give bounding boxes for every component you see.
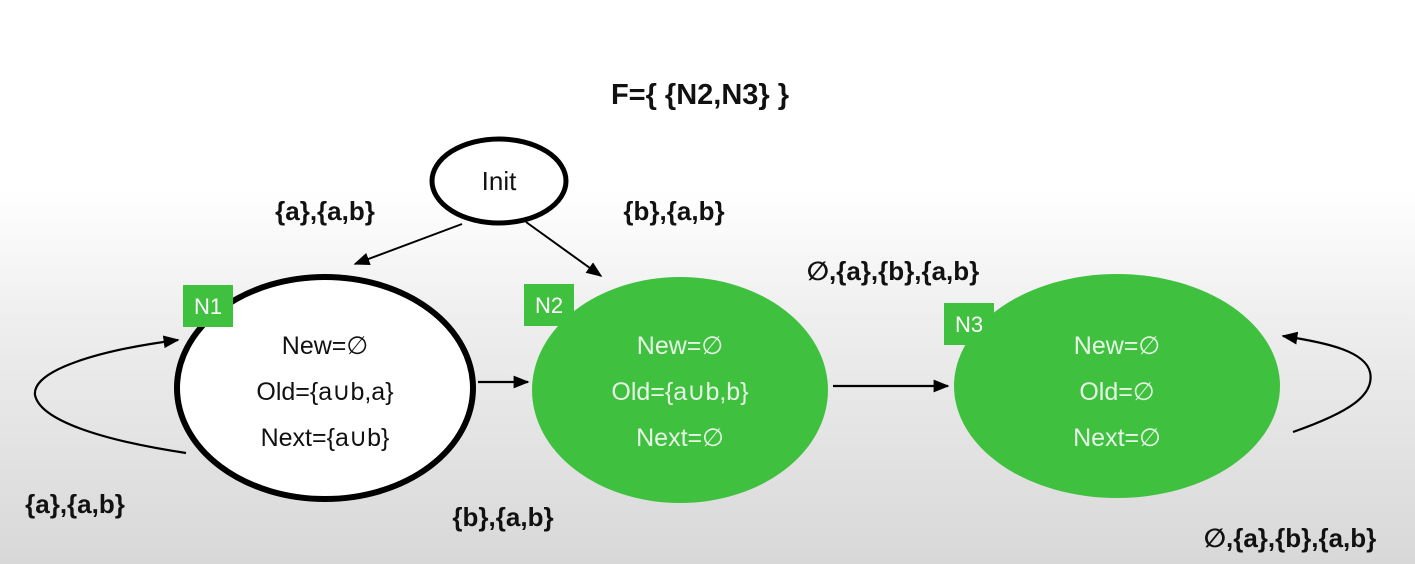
node-n3[interactable]: N3 New=∅ Old=∅ Next=∅ [944,274,1280,498]
node-n1-ellipse [174,274,476,502]
edge-label-n1-self-loop: {a},{a,b} [25,489,125,519]
node-n1-new: New=∅ [282,332,368,360]
node-n3-ellipse [954,274,1280,498]
edge-label-n3-self-loop: ∅,{a},{b},{a,b} [1204,523,1377,553]
edge-label-init-to-n2: {b},{a,b} [623,196,724,226]
node-n2[interactable]: N2 New=∅ Old={a∪b,b} Next=∅ [524,277,828,503]
node-n1-tag: N1 [194,294,222,319]
node-n3-tag-box [944,303,994,345]
init-node-label: Init [482,166,517,196]
accepting-set-label: F={ {N2,N3} } [611,79,789,111]
node-n2-new: New=∅ [637,332,723,360]
edge-init-to-n1 [353,223,463,265]
edge-label-init-to-n1: {a},{a,b} [275,196,375,226]
init-node-ellipse [429,136,569,226]
edge-n1-self-loop [33,335,187,455]
edge-n3-self-loop [1281,331,1372,434]
node-n2-tag-box [524,284,574,326]
node-n3-tag: N3 [955,312,983,337]
node-n3-new: New=∅ [1074,332,1160,360]
edge-label-n1-to-n2: {b},{a,b} [452,502,553,532]
edge-init-to-n2 [525,221,603,277]
node-n1-next: Next={a∪b} [261,424,390,452]
node-n2-tag: N2 [535,293,563,318]
node-n2-next: Next=∅ [636,424,724,452]
node-n1-old: Old={a∪b,a} [256,378,393,406]
node-n3-next: Next=∅ [1073,424,1161,452]
edge-label-n2-to-n3: ∅,{a},{b},{a,b} [807,256,980,286]
node-n1-tag-box [183,285,233,327]
init-node[interactable]: Init [429,136,569,226]
node-n2-old: Old={a∪b,b} [611,378,748,406]
node-n3-old: Old=∅ [1079,378,1154,406]
node-n2-ellipse [532,277,828,503]
node-n1[interactable]: N1 New=∅ Old={a∪b,a} Next={a∪b} [174,274,476,502]
